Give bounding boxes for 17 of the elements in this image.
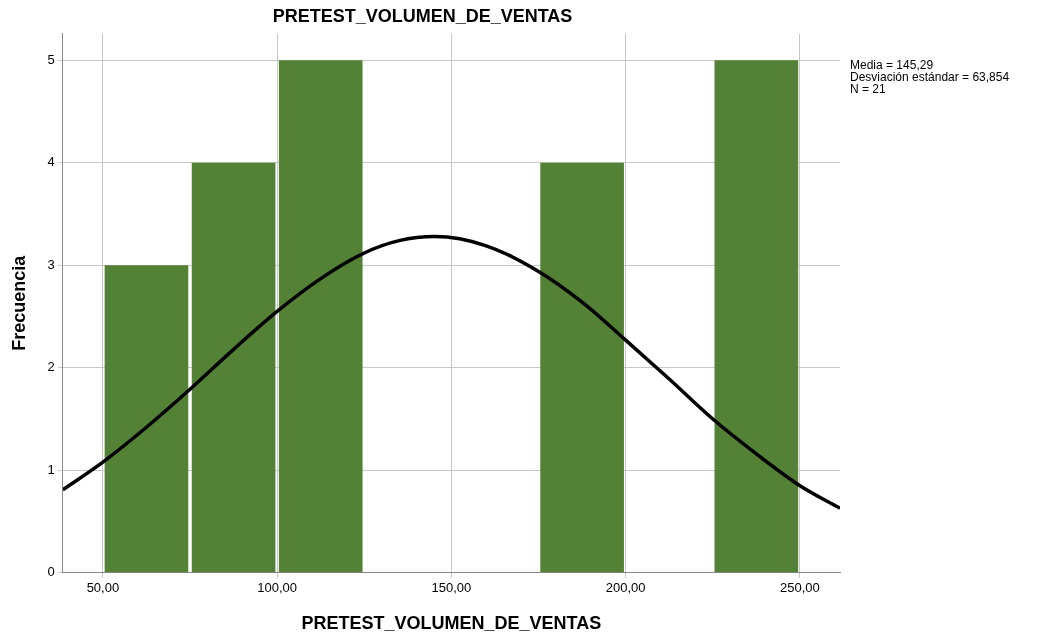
x-axis-title: PRETEST_VOLUMEN_DE_VENTAS bbox=[301, 613, 602, 634]
y-tick-label: 1 bbox=[47, 461, 55, 477]
y-tick-label: 4 bbox=[47, 154, 55, 170]
text: N = 21 bbox=[850, 81, 887, 96]
chart-title: PRETEST_VOLUMEN_DE_VENTAS bbox=[272, 5, 573, 26]
x-tick-label: 250,00 bbox=[780, 580, 820, 596]
y-tick-label: 2 bbox=[47, 359, 55, 375]
y-axis-title: Frecuencia bbox=[8, 254, 29, 351]
y-tick-label: 3 bbox=[47, 256, 55, 272]
text: Media = 145,29 bbox=[850, 57, 934, 72]
x-tick-label: 50,00 bbox=[86, 580, 120, 596]
text: Desviación estándar = 63,854 bbox=[850, 69, 1010, 84]
x-tick-label: 200,00 bbox=[605, 580, 646, 596]
y-tick-label: 0 bbox=[47, 564, 55, 580]
x-tick-label: 150,00 bbox=[431, 580, 472, 596]
y-tick-label: 5 bbox=[47, 51, 55, 67]
x-tick-label: 100,00 bbox=[257, 580, 298, 596]
